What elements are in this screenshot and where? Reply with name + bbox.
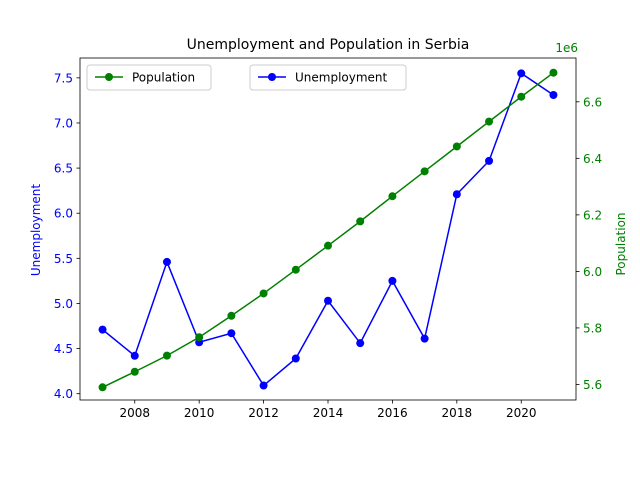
population-point xyxy=(324,241,332,250)
left-tick-label: 5.0 xyxy=(54,297,73,311)
left-tick-label: 7.5 xyxy=(54,71,73,85)
population-point xyxy=(98,383,107,392)
population-point xyxy=(517,92,526,101)
unemployment-point xyxy=(549,90,558,99)
left-tick-label: 7.0 xyxy=(54,116,73,130)
left-axis: 4.0 4.5 5.0 5.5 6.0 6.5 7.0 7.5 xyxy=(54,71,80,401)
unemployment-point xyxy=(259,381,268,390)
right-axis-label: Population xyxy=(614,212,628,275)
x-tick-label: 2012 xyxy=(248,406,279,420)
population-point xyxy=(162,351,171,360)
unemployment-point xyxy=(452,190,461,199)
unemployment-point xyxy=(517,69,526,78)
population-legend-marker xyxy=(105,73,113,81)
legends: Population Unemployment xyxy=(86,64,407,91)
x-tick-label: 2020 xyxy=(506,406,537,420)
population-legend-box xyxy=(86,64,212,91)
right-tick-label: 5.6 xyxy=(583,378,602,392)
unemployment-point xyxy=(356,339,365,348)
left-axis-label: Unemployment xyxy=(29,184,43,277)
x-tick-label: 2014 xyxy=(313,406,344,420)
population-legend-label: Population xyxy=(132,71,195,85)
right-axis-offset-text: 1e6 xyxy=(555,41,578,55)
right-axis: 5.6 5.8 6.0 6.2 6.4 6.6 xyxy=(576,95,602,392)
unemployment-point xyxy=(388,276,397,285)
population-point xyxy=(130,367,139,376)
left-tick-label: 6.5 xyxy=(54,162,73,176)
left-tick-label: 6.0 xyxy=(54,207,73,221)
left-tick-label: 5.5 xyxy=(54,252,73,266)
population-point xyxy=(485,117,494,126)
unemployment-point xyxy=(227,329,236,338)
unemployment-point xyxy=(291,354,300,363)
population-point xyxy=(356,217,365,226)
right-tick-label: 6.2 xyxy=(583,208,602,222)
x-axis: 2008 2010 2012 2014 2016 2018 2020 xyxy=(119,400,537,420)
right-tick-label: 6.4 xyxy=(583,152,602,166)
x-tick-label: 2016 xyxy=(377,406,408,420)
unemployment-legend-label: Unemployment xyxy=(295,71,388,85)
population-point xyxy=(291,265,300,274)
population-point xyxy=(227,311,236,320)
x-tick-label: 2008 xyxy=(119,406,150,420)
x-tick-label: 2018 xyxy=(442,406,473,420)
population-point xyxy=(452,142,461,151)
right-tick-label: 6.0 xyxy=(583,265,602,279)
population-point xyxy=(420,167,429,176)
unemployment-legend-marker xyxy=(268,73,276,81)
chart-title: Unemployment and Population in Serbia xyxy=(187,37,470,53)
left-tick-label: 4.5 xyxy=(54,342,73,356)
population-point xyxy=(388,192,397,201)
unemployment-point xyxy=(324,296,332,305)
unemployment-point xyxy=(98,325,107,334)
unemployment-point xyxy=(485,156,494,165)
unemployment-legend-box xyxy=(249,64,407,91)
population-point xyxy=(195,333,204,342)
right-tick-label: 6.6 xyxy=(583,95,602,109)
right-tick-label: 5.8 xyxy=(583,321,602,335)
unemployment-point xyxy=(420,334,429,343)
x-tick-label: 2010 xyxy=(184,406,215,420)
population-point xyxy=(549,68,558,77)
unemployment-point xyxy=(162,257,171,266)
unemployment-point xyxy=(130,351,139,360)
left-tick-label: 4.0 xyxy=(54,387,73,401)
population-point xyxy=(259,289,268,298)
